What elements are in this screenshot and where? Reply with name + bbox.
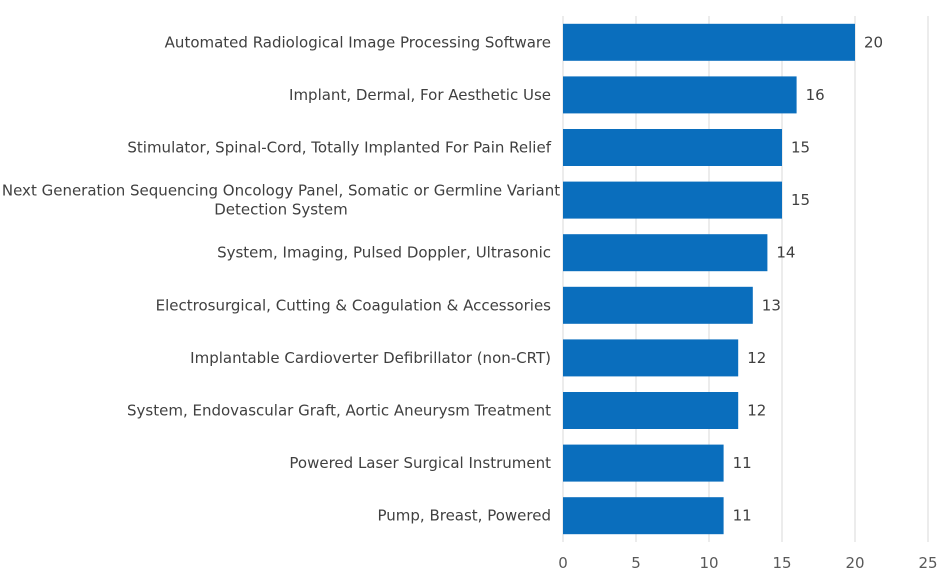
bar bbox=[563, 339, 739, 377]
bar bbox=[563, 444, 724, 482]
bars bbox=[563, 23, 855, 535]
bar bbox=[563, 129, 782, 166]
x-tick-label: 0 bbox=[558, 554, 568, 572]
x-tick-label: 25 bbox=[918, 554, 937, 572]
category-label: Stimulator, Spinal-Cord, Totally Implant… bbox=[127, 139, 551, 157]
value-label: 11 bbox=[733, 507, 752, 525]
category-label: System, Endovascular Graft, Aortic Aneur… bbox=[127, 402, 551, 420]
category-label: Implant, Dermal, For Aesthetic Use bbox=[289, 86, 551, 104]
category-label: Implantable Cardioverter Defibrillator (… bbox=[190, 349, 551, 367]
category-labels: Automated Radiological Image Processing … bbox=[2, 33, 560, 524]
value-label: 12 bbox=[747, 349, 766, 367]
bar bbox=[563, 497, 724, 535]
value-label: 15 bbox=[791, 191, 810, 209]
x-tick-label: 5 bbox=[631, 554, 641, 572]
x-tick-label: 10 bbox=[699, 554, 718, 572]
category-label: Detection System bbox=[214, 201, 348, 219]
category-label: Powered Laser Surgical Instrument bbox=[289, 454, 551, 472]
value-label: 14 bbox=[776, 244, 795, 262]
bar bbox=[563, 181, 782, 219]
bar bbox=[563, 76, 797, 114]
category-label: Automated Radiological Image Processing … bbox=[165, 33, 551, 51]
bar bbox=[563, 392, 739, 429]
value-label: 11 bbox=[733, 454, 752, 472]
category-label: Electrosurgical, Cutting & Coagulation &… bbox=[156, 296, 552, 314]
bar bbox=[563, 286, 753, 324]
category-label: System, Imaging, Pulsed Doppler, Ultraso… bbox=[217, 244, 551, 262]
value-label: 20 bbox=[864, 33, 883, 51]
category-label: Next Generation Sequencing Oncology Pane… bbox=[2, 182, 560, 200]
x-axis-ticks: 0 5 10 15 20 25 bbox=[558, 554, 937, 572]
x-tick-label: 20 bbox=[845, 554, 864, 572]
value-label: 15 bbox=[791, 139, 810, 157]
value-label: 16 bbox=[806, 86, 825, 104]
bar bbox=[563, 23, 855, 61]
value-label: 13 bbox=[762, 296, 781, 314]
value-label: 12 bbox=[747, 402, 766, 420]
value-labels: 20 16 15 15 14 13 12 12 11 11 bbox=[733, 33, 883, 524]
bar bbox=[563, 234, 768, 272]
category-label: Pump, Breast, Powered bbox=[377, 507, 551, 525]
x-tick-label: 15 bbox=[772, 554, 791, 572]
